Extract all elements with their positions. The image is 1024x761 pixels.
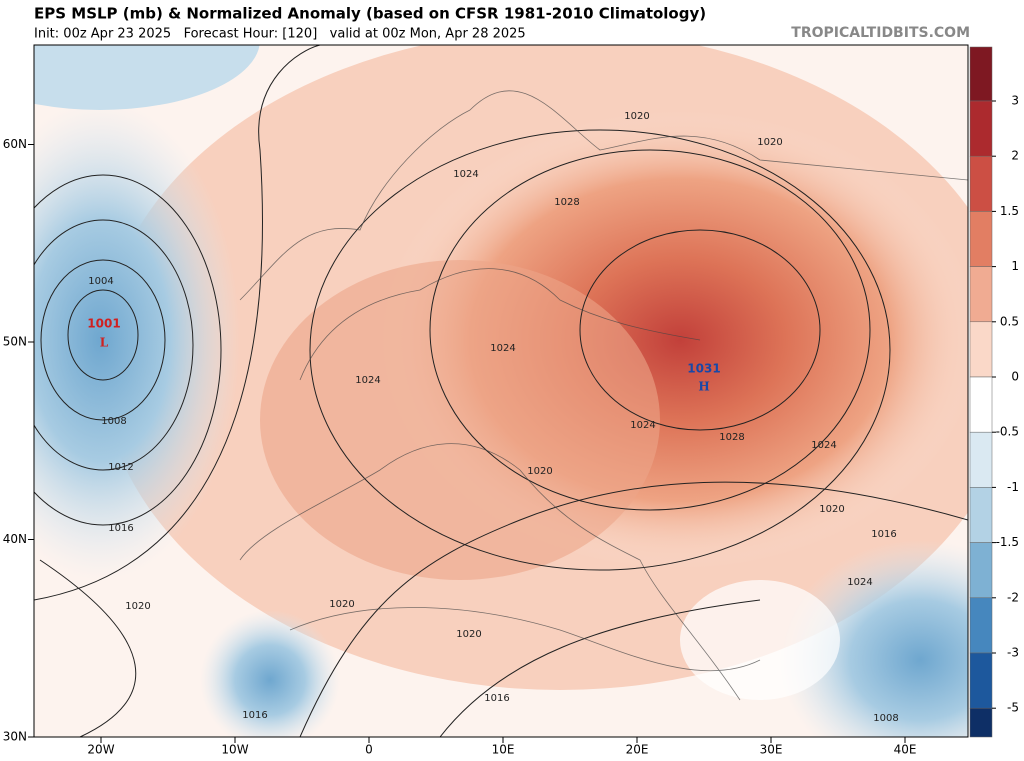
colorbar-label: 1	[1011, 259, 1019, 273]
colorbar-cell	[969, 707, 993, 738]
contour-label: 1008	[873, 713, 898, 724]
contour-label: 1020	[624, 111, 649, 122]
high-pressure-symbol: H	[698, 380, 709, 394]
contour-label: 1020	[329, 599, 354, 610]
lat-label: 50N	[3, 335, 27, 349]
colorbar-label: -3	[1007, 646, 1019, 660]
colorbar-label: 0.5	[1000, 314, 1019, 328]
contour-label: 1024	[453, 169, 478, 180]
lat-label: 40N	[3, 532, 27, 546]
colorbar-cell	[969, 155, 993, 212]
colorbar-label: -5	[1007, 701, 1019, 715]
contour-label: 1028	[719, 432, 744, 443]
colorbar-label: 1.5	[1000, 204, 1019, 218]
colorbar-cell	[969, 652, 993, 709]
colorbar-label: 3	[1011, 94, 1019, 108]
subtitle: Init: 00z Apr 23 2025 Forecast Hour: [12…	[34, 27, 526, 42]
contour-label: 1020	[125, 601, 150, 612]
colorbar-label: -1	[1007, 480, 1019, 494]
map-frame	[33, 44, 969, 738]
contour-label: 1016	[108, 523, 133, 534]
colorbar-cell	[969, 376, 993, 433]
contour-label: 1024	[630, 420, 655, 431]
contour-label: 1008	[101, 416, 126, 427]
lon-label: 40E	[894, 743, 917, 757]
lat-label: 30N	[3, 730, 27, 744]
contour-label: 1024	[355, 375, 380, 386]
contour-label: 1016	[484, 693, 509, 704]
high-pressure-value: 1031	[687, 362, 720, 376]
colorbar-cell	[969, 597, 993, 654]
colorbar-cell	[969, 487, 993, 543]
lon-label: 20E	[626, 743, 649, 757]
contour-label: 1020	[819, 504, 844, 515]
contour-label: 1020	[456, 629, 481, 640]
contour-label: 1024	[811, 440, 836, 451]
contour-label: 1020	[757, 137, 782, 148]
low-pressure-value: 1001	[87, 317, 120, 331]
colorbar-cell	[969, 211, 993, 267]
lat-label: 60N	[3, 137, 27, 151]
contour-label: 1016	[871, 529, 896, 540]
lon-label: 30E	[760, 743, 783, 757]
colorbar-cell	[969, 431, 993, 488]
lon-label: 20W	[87, 743, 114, 757]
contour-label: 1012	[108, 462, 133, 473]
contour-label: 1024	[847, 577, 872, 588]
colorbar-label: -1.5	[996, 535, 1019, 549]
colorbar-label: -0.5	[996, 425, 1019, 439]
colorbar-label: 0	[1011, 370, 1019, 384]
colorbar-cell	[969, 266, 993, 323]
contour-label: 1028	[554, 197, 579, 208]
colorbar-cell	[969, 542, 993, 599]
low-pressure-symbol: L	[100, 336, 109, 350]
contour-label: 1004	[88, 276, 113, 287]
contour-label: 1024	[490, 343, 515, 354]
colorbar-cell	[969, 46, 993, 102]
colorbar-cell	[969, 100, 993, 157]
contour-label: 1016	[242, 710, 267, 721]
colorbar-cell	[969, 321, 993, 378]
lon-label: 0	[365, 743, 373, 757]
title: EPS MSLP (mb) & Normalized Anomaly (base…	[34, 5, 706, 23]
lon-label: 10E	[492, 743, 515, 757]
lon-label: 10W	[221, 743, 248, 757]
site-name: TROPICALTIDBITS.COM	[791, 25, 970, 41]
colorbar-label: 2	[1011, 149, 1019, 163]
contour-label: 1020	[527, 466, 552, 477]
colorbar-label: -2	[1007, 590, 1019, 604]
